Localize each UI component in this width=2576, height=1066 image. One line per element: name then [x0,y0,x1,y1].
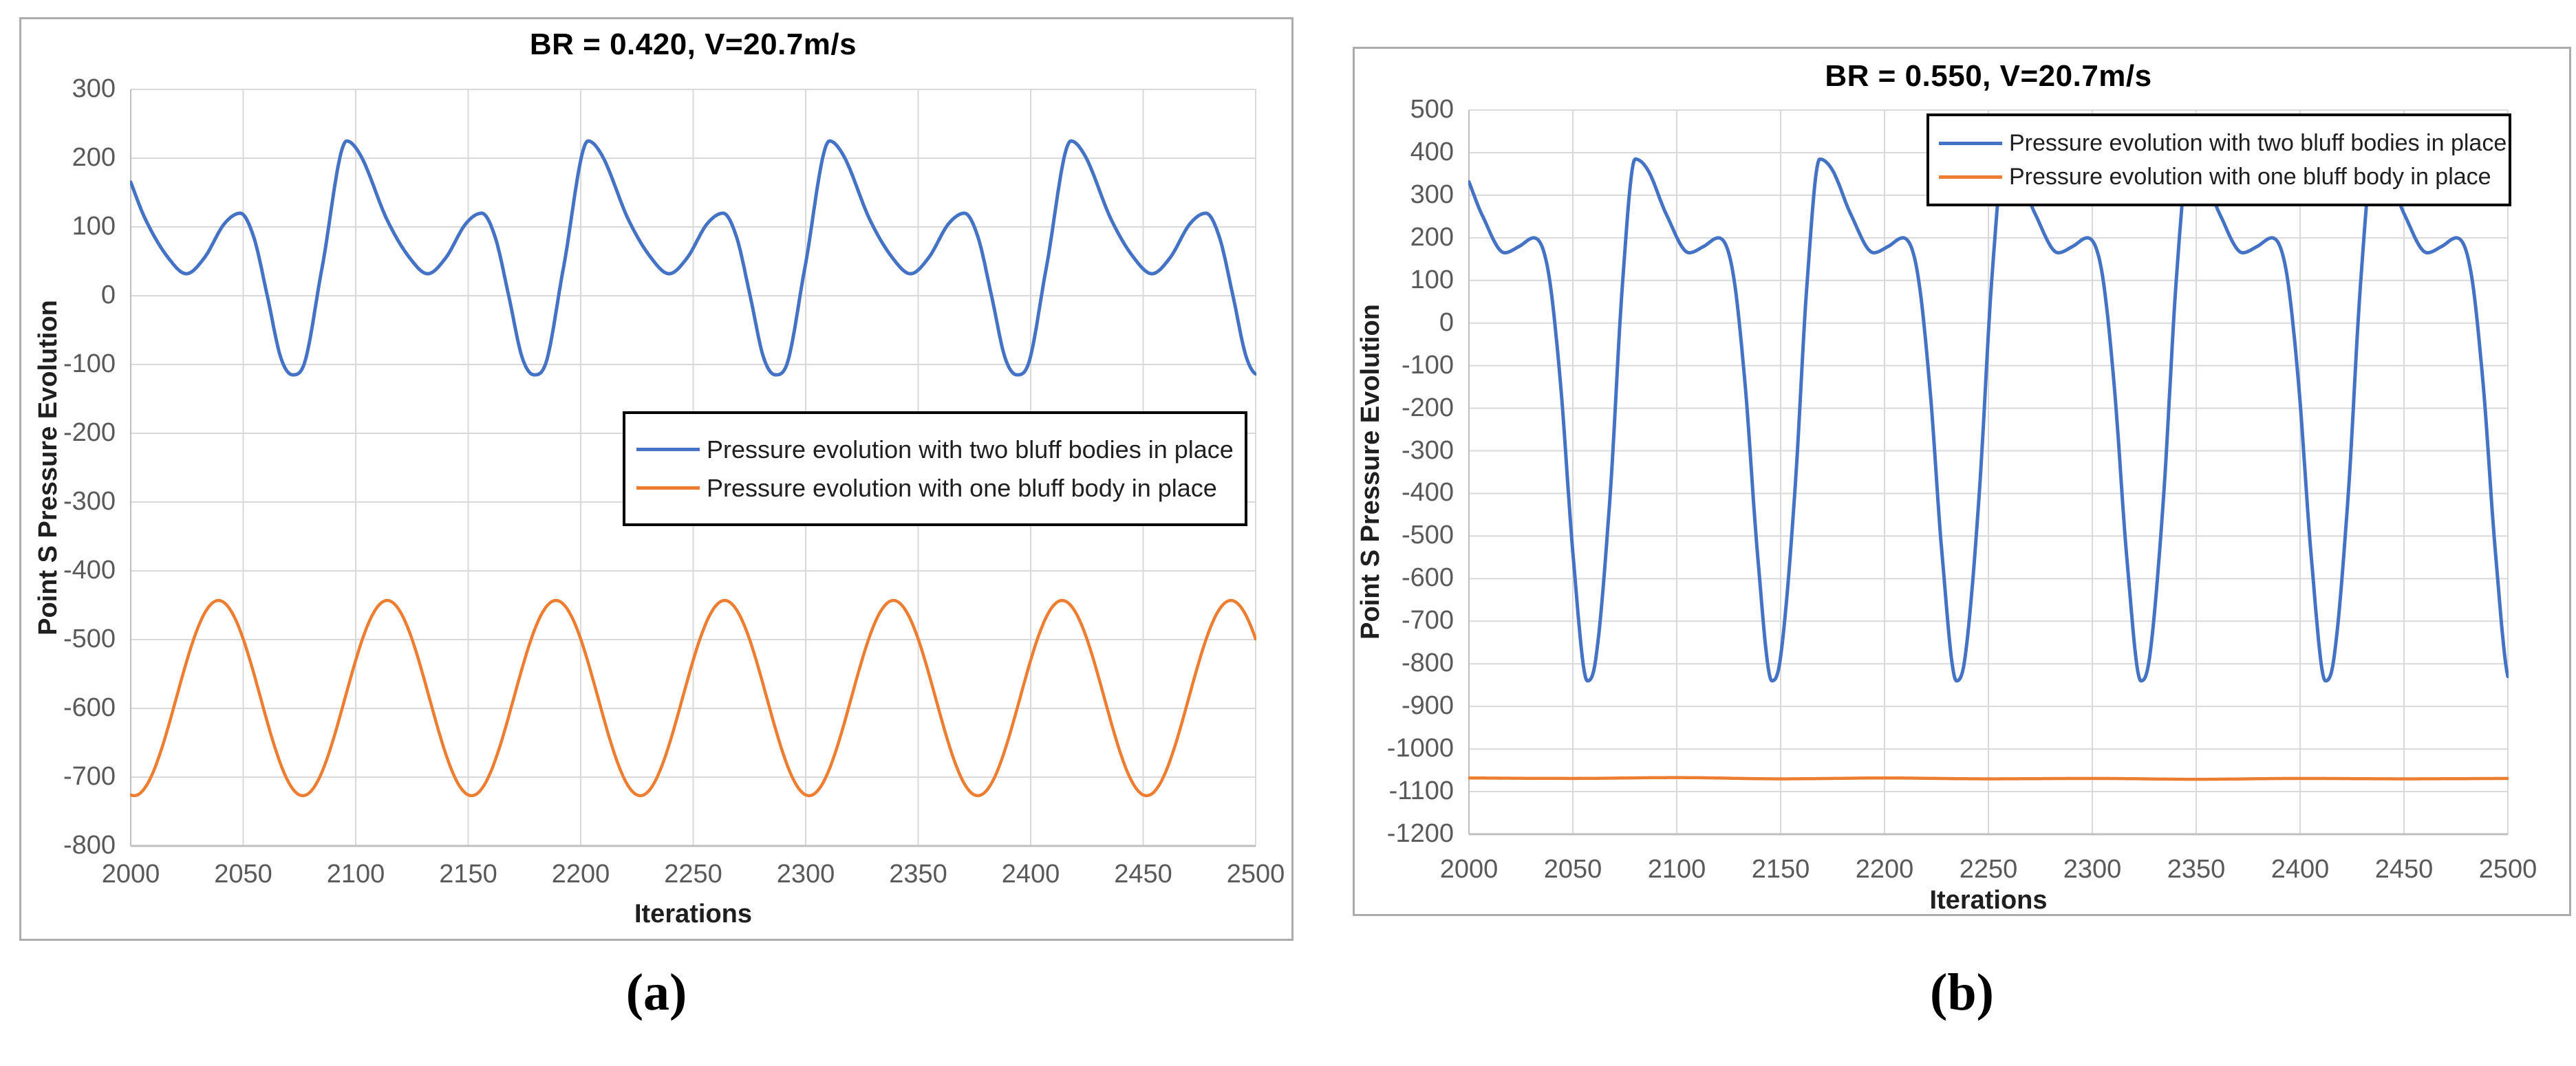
legend-row: Pressure evolution with two bluff bodies… [1939,130,2509,157]
y-tick-label: -600 [1401,563,1454,593]
legend-line-sample-two-bluff-bodies-icon [1939,141,2002,145]
legend-row: Pressure evolution with two bluff bodies… [636,435,1245,464]
y-tick-label: -500 [1401,521,1454,550]
x-tick-label: 2150 [1751,855,1810,884]
chart-panel-a: BR = 0.420, V=20.7m/s Point S Pressure E… [19,17,1294,941]
y-tick-label: -1100 [1388,776,1454,806]
x-tick-label: 2450 [1114,860,1172,889]
y-tick-label: -200 [1401,393,1454,422]
y-tick-label: 0 [100,281,116,309]
y-tick-label: 200 [72,143,116,172]
y-tick-label: -400 [1401,478,1454,508]
x-tick-label: 2500 [1226,860,1285,889]
series-line-pressure-evolution-with-one-bluff-body-in-place-b [1468,776,2509,781]
chart-b-x-axis-title: Iterations [1929,886,2048,915]
subfigure-caption-a: (a) [625,964,687,1021]
x-tick-label: 2450 [2374,855,2434,884]
legend-line-sample-one-bluff-body-icon [636,486,700,490]
series-line-pressure-evolution-with-two-bluff-bodies-in-place-a [130,139,1256,377]
chart-b-title: BR = 0.550, V=20.7m/s [1825,59,2152,93]
y-tick-label: 200 [1410,222,1454,252]
legend-entry-one-bluff-body: Pressure evolution with one bluff body i… [707,473,1217,502]
x-tick-label: 2200 [1855,855,1914,884]
y-tick-label: -700 [63,762,116,791]
chart-panel-b: BR = 0.550, V=20.7m/s Point S Pressure E… [1353,47,2571,916]
y-tick-label: 400 [1410,137,1454,166]
x-tick-label: 2250 [664,860,722,889]
x-tick-label: 2250 [1959,855,2018,884]
x-tick-label: 2150 [439,860,497,889]
x-tick-label: 2400 [2271,855,2330,884]
chart-b-legend: Pressure evolution with two bluff bodies… [1926,113,2511,206]
chart-b-y-axis-title: Point S Pressure Evolution [1356,304,1385,640]
y-tick-label: -900 [1401,691,1454,721]
y-tick-label: -800 [1401,649,1454,678]
x-tick-label: 2200 [551,860,610,889]
x-tick-label: 2100 [1647,855,1706,884]
y-tick-label: -1000 [1386,734,1454,763]
legend-row: Pressure evolution with one bluff body i… [1939,164,2509,191]
y-tick-label: 0 [1439,307,1454,337]
x-tick-label: 2000 [101,860,160,889]
y-tick-label: -400 [63,556,116,585]
series-line-pressure-evolution-with-two-bluff-bodies-in-place-b [1468,157,2509,683]
legend-entry-two-bluff-bodies: Pressure evolution with two bluff bodies… [707,435,1234,464]
legend-line-sample-two-bluff-bodies-icon [636,448,700,451]
x-tick-label: 2300 [2063,855,2122,884]
y-tick-label: 500 [1410,95,1454,124]
y-tick-label: 300 [1410,180,1454,209]
y-tick-label: -100 [63,349,116,378]
y-tick-label: 300 [72,74,116,103]
legend-row: Pressure evolution with one bluff body i… [636,474,1245,503]
subfigure-caption-b: (b) [1930,964,1994,1021]
x-tick-label: 2000 [1439,855,1499,884]
legend-entry-one-bluff-body: Pressure evolution with one bluff body i… [2009,163,2491,190]
y-tick-label: -100 [1401,350,1454,380]
y-tick-label: -500 [63,624,116,653]
x-tick-label: 2400 [1001,860,1060,889]
chart-a-x-axis-title: Iterations [634,900,753,928]
y-tick-label: -1200 [1386,819,1454,848]
legend-line-sample-one-bluff-body-icon [1939,175,2002,179]
x-tick-label: 2100 [326,860,385,889]
x-tick-label: 2350 [889,860,947,889]
y-tick-label: -300 [1401,435,1454,465]
y-tick-label: -300 [63,487,116,516]
y-tick-label: -700 [1401,606,1454,635]
y-tick-label: 100 [72,212,116,241]
x-tick-label: 2050 [1543,855,1602,884]
y-tick-label: -600 [63,693,116,722]
x-tick-label: 2300 [776,860,835,889]
legend-entry-two-bluff-bodies: Pressure evolution with two bluff bodies… [2009,129,2507,156]
y-tick-label: -200 [63,418,116,447]
x-tick-label: 2050 [214,860,272,889]
x-tick-label: 2500 [2478,855,2537,884]
chart-a-title: BR = 0.420, V=20.7m/s [529,28,857,61]
y-tick-label: -800 [63,831,116,860]
x-tick-label: 2350 [2167,855,2226,884]
chart-a-legend: Pressure evolution with two bluff bodies… [623,411,1247,526]
series-line-pressure-evolution-with-one-bluff-body-in-place-a [130,598,1256,798]
y-tick-label: 100 [1410,265,1454,294]
